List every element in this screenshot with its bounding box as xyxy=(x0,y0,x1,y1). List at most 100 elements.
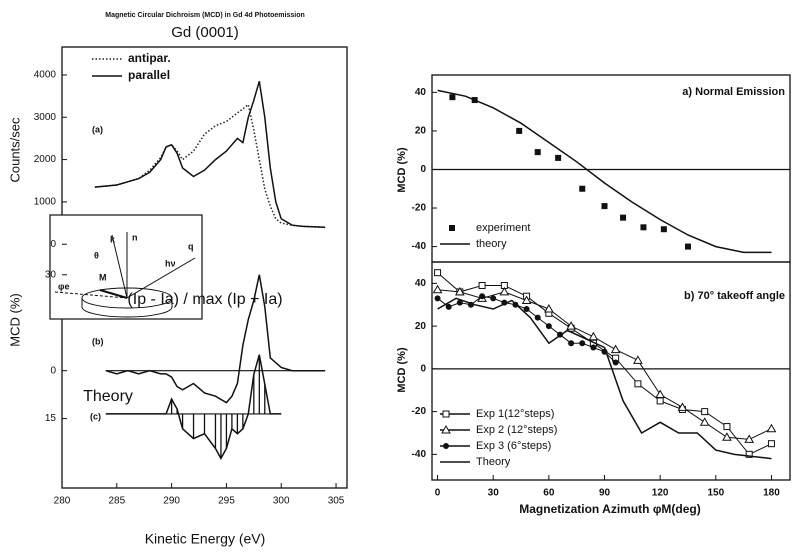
marker xyxy=(620,214,627,221)
x-tick-label: 285 xyxy=(108,496,125,507)
legend-marker xyxy=(449,225,455,231)
x-tick-label: 90 xyxy=(599,488,611,499)
marker xyxy=(745,450,753,458)
panel-label: (a) xyxy=(92,124,103,134)
marker xyxy=(633,355,643,364)
y-tick-label: 20 xyxy=(415,126,427,137)
marker xyxy=(516,127,523,134)
x-tick-label: 280 xyxy=(54,496,71,507)
x-tick-label: 305 xyxy=(328,496,345,507)
legend-label: parallel xyxy=(128,68,170,82)
marker xyxy=(701,408,709,416)
y-tick-label: 15 xyxy=(45,413,57,424)
legend-label: Exp 2 (12°steps) xyxy=(476,424,557,436)
y-axis-label: MCD (%) xyxy=(7,293,22,346)
y-tick-label: -40 xyxy=(412,241,427,252)
marker xyxy=(454,286,465,296)
series-line xyxy=(437,289,772,440)
photon-arrow xyxy=(126,257,196,299)
inset-label: M xyxy=(99,272,107,282)
x-tick-label: 300 xyxy=(273,496,290,507)
series-line xyxy=(94,81,326,229)
y-tick-label: 30 xyxy=(45,269,57,280)
inset-label: φe xyxy=(58,281,69,291)
marker xyxy=(521,295,532,304)
k-arrow xyxy=(111,234,128,299)
marker xyxy=(612,359,619,366)
inset-label: q xyxy=(188,241,194,251)
series-line xyxy=(94,103,326,229)
marker xyxy=(767,440,775,448)
x-axis-label: Kinetic Energy (eV) xyxy=(145,531,266,547)
panel-label: (b) xyxy=(92,336,104,346)
marker xyxy=(610,344,621,354)
marker xyxy=(766,423,777,433)
marker xyxy=(579,185,586,192)
legend-label: Exp 1(12°steps) xyxy=(476,408,554,420)
annotation: (Ip - Ia) / max (Ip + Ia) xyxy=(127,291,282,308)
x-tick-label: 180 xyxy=(763,488,780,499)
legend-label: antipar. xyxy=(128,51,171,65)
inset-diagram xyxy=(49,214,203,320)
y-axis-label: MCD (%) xyxy=(396,347,408,393)
marker xyxy=(656,397,664,405)
legend-label: Theory xyxy=(476,456,511,468)
marker xyxy=(677,402,688,411)
marker xyxy=(699,417,710,426)
marker xyxy=(449,94,456,101)
y-tick-label: -40 xyxy=(412,449,427,460)
marker xyxy=(499,286,510,296)
y-tick-label: 4000 xyxy=(34,70,57,81)
panel-title: a) Normal Emission xyxy=(682,86,785,98)
y-tick-label: 2000 xyxy=(34,154,57,165)
marker xyxy=(684,243,691,250)
series-line xyxy=(437,297,772,460)
legend-label: theory xyxy=(476,238,507,250)
y-tick-label: 3000 xyxy=(34,112,57,123)
legend-label: experiment xyxy=(476,222,530,234)
legend-marker xyxy=(443,443,449,449)
inset-label: k xyxy=(110,234,116,244)
y-tick-label: -20 xyxy=(412,203,427,214)
marker xyxy=(722,432,732,441)
x-tick-label: 30 xyxy=(488,488,500,499)
x-tick-label: 120 xyxy=(652,488,669,499)
marker xyxy=(432,284,443,294)
inset-label: θ xyxy=(94,250,99,260)
marker xyxy=(566,321,576,330)
inset-label: n xyxy=(132,232,138,242)
marker xyxy=(478,282,486,290)
y-tick-label: 0 xyxy=(50,239,56,250)
x-tick-label: 150 xyxy=(707,488,724,499)
theory-label: Theory xyxy=(83,388,133,405)
y-axis-label: Counts/sec xyxy=(7,117,22,183)
marker xyxy=(445,303,452,310)
x-axis-label: Magnetization Azimuth φM(deg) xyxy=(519,502,700,516)
y-tick-label: 40 xyxy=(415,87,427,98)
x-tick-label: 60 xyxy=(543,488,555,499)
marker xyxy=(434,269,442,277)
right-top-frame xyxy=(431,74,791,263)
y-tick-label: 40 xyxy=(415,278,427,289)
marker xyxy=(655,389,666,399)
marker xyxy=(490,295,497,302)
series-line xyxy=(437,89,772,254)
y-axis-label: MCD (%) xyxy=(396,147,408,193)
marker xyxy=(543,304,554,313)
y-tick-label: 20 xyxy=(415,321,427,332)
marker xyxy=(545,323,552,330)
marker xyxy=(568,340,575,347)
legend-marker xyxy=(441,424,451,434)
y-tick-label: -20 xyxy=(412,406,427,417)
marker xyxy=(590,344,597,351)
series-line xyxy=(105,354,282,460)
panel-title: b) 70° takeoff angle xyxy=(684,290,785,302)
series-line xyxy=(105,274,326,404)
marker xyxy=(534,314,541,321)
legend-label: Exp 3 (6°steps) xyxy=(476,440,551,452)
panel-label: (c) xyxy=(90,411,101,421)
right-bottom-frame xyxy=(431,261,791,481)
marker xyxy=(523,306,530,313)
